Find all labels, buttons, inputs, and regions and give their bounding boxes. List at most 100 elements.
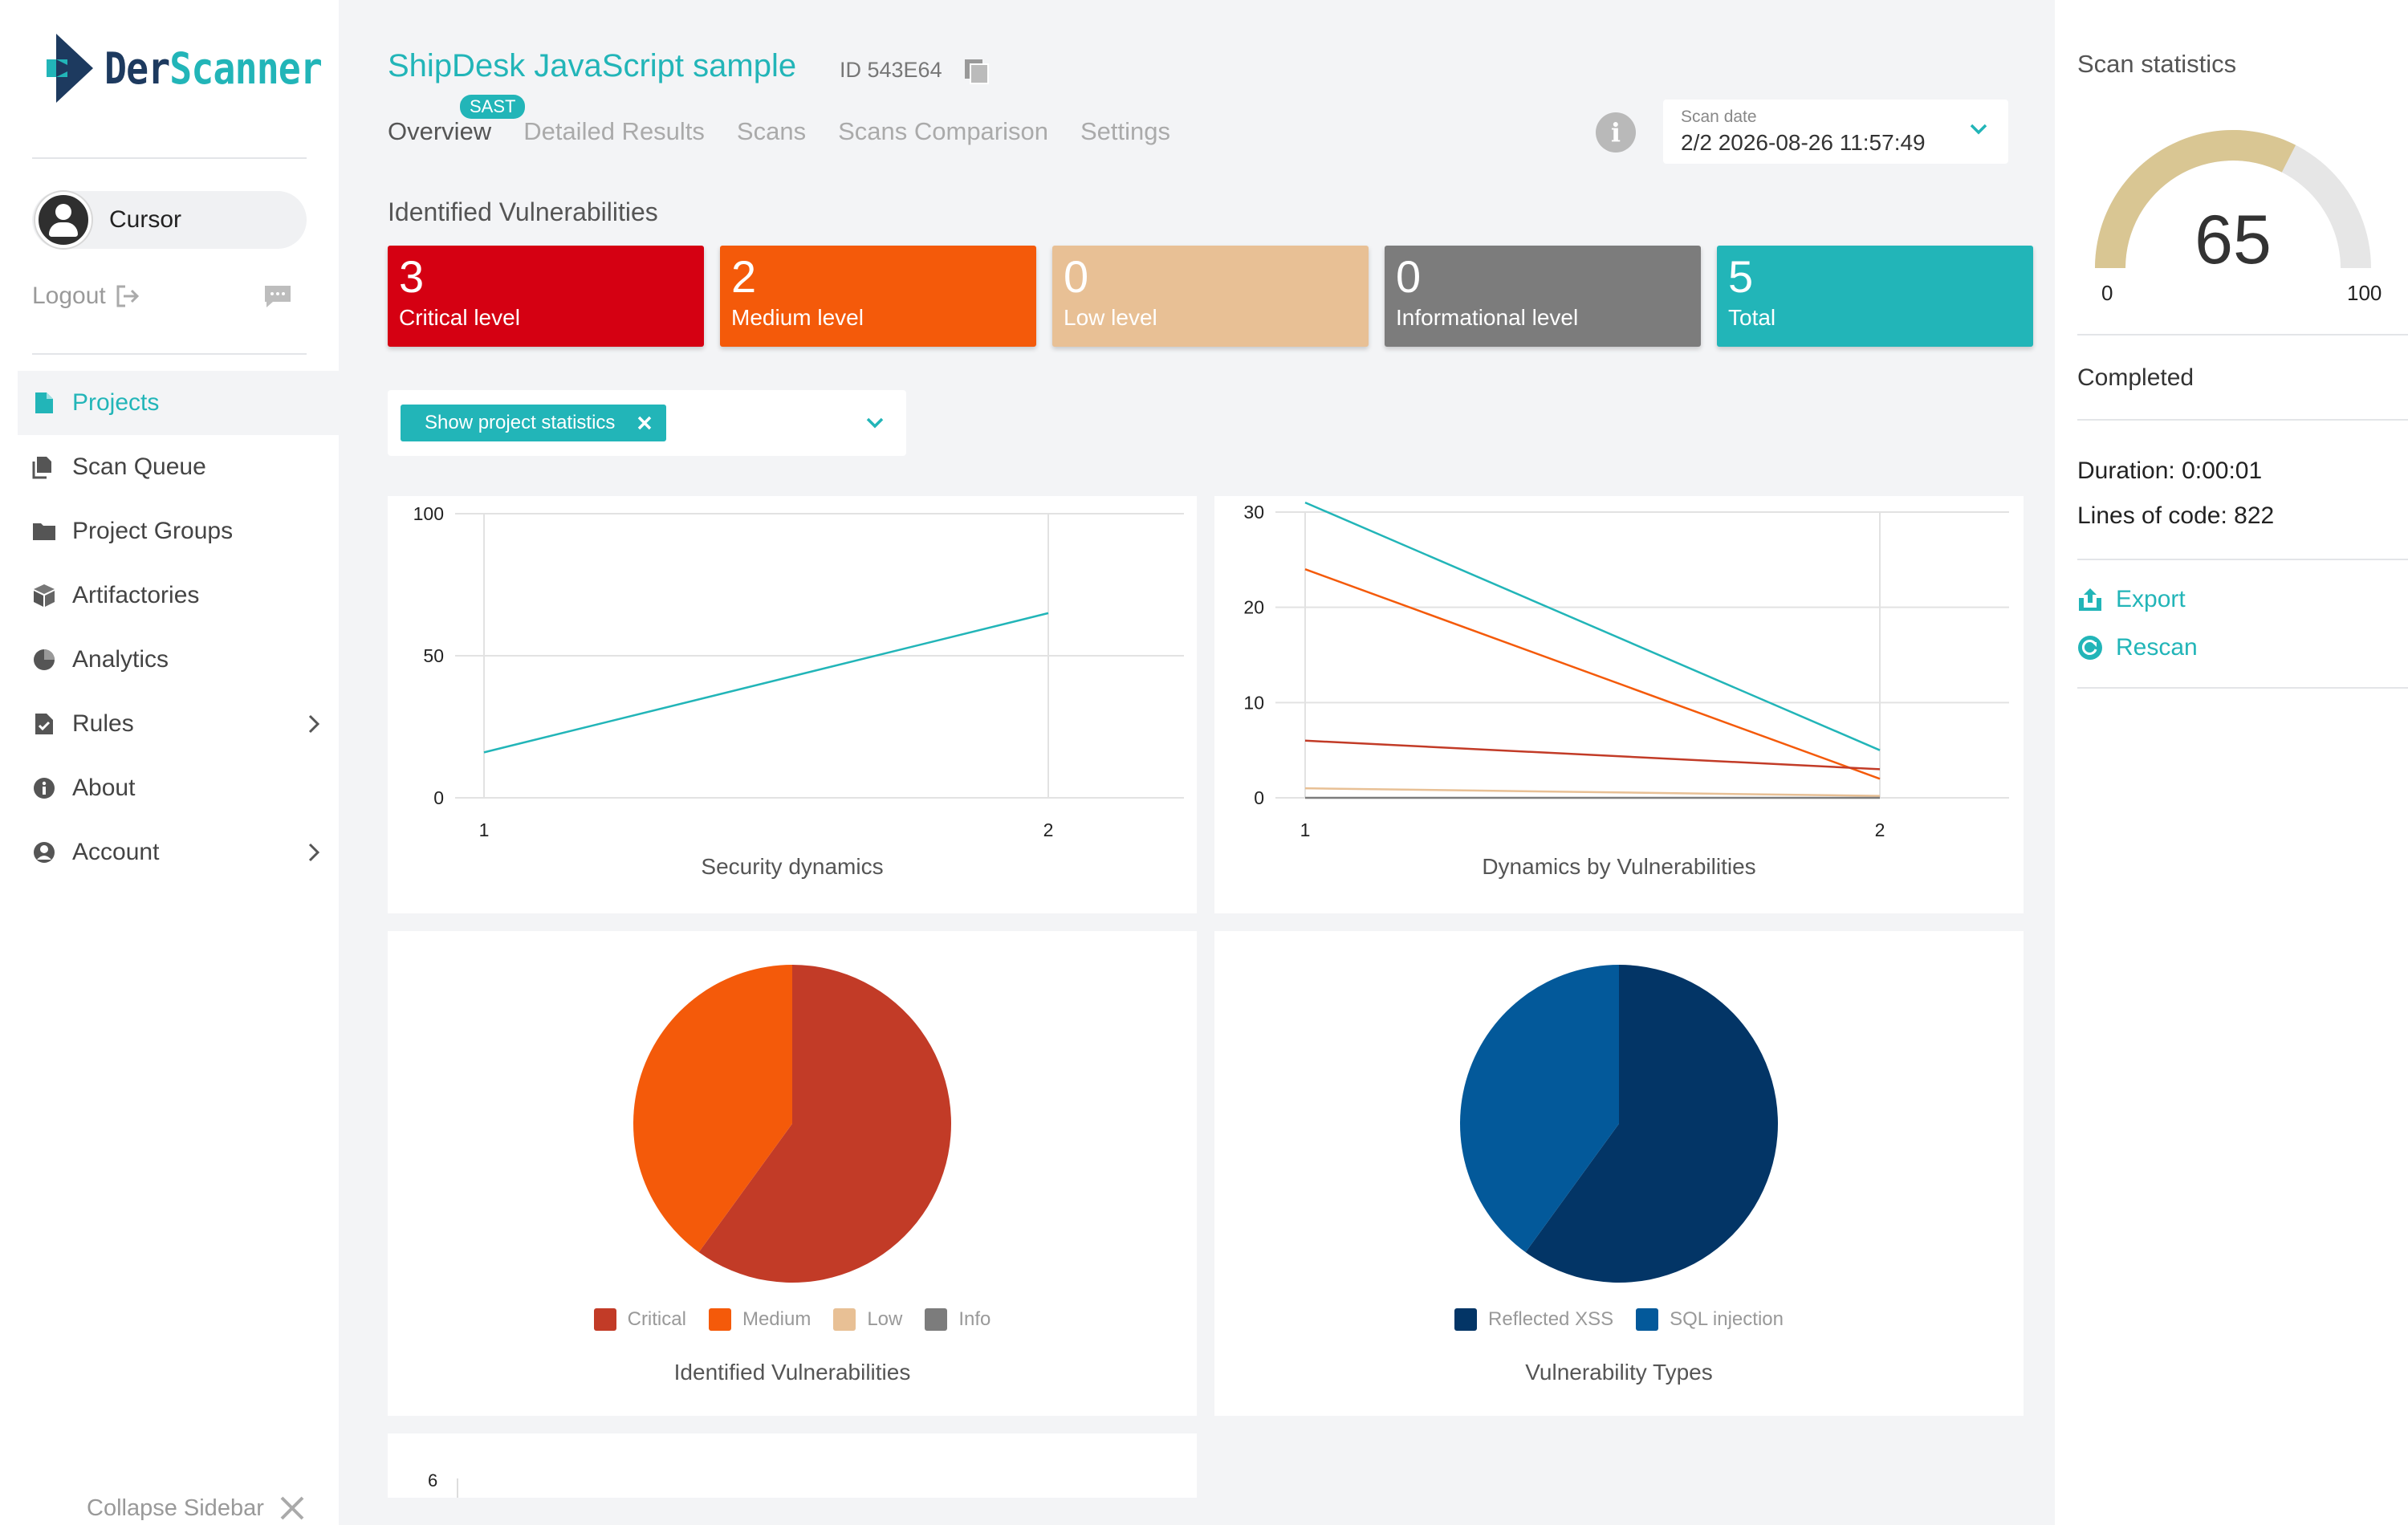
gauge-fill xyxy=(2095,129,2296,268)
sidebar-item-label: Scan Queue xyxy=(72,453,206,480)
sidebar-item-analytics[interactable]: Analytics xyxy=(18,628,339,692)
critical-card[interactable]: 3 Critical level xyxy=(388,246,704,347)
sidebar-item-account[interactable]: Account xyxy=(18,820,339,885)
sidebar-item-label: Projects xyxy=(72,389,160,416)
pie-slice-reflected-xss[interactable] xyxy=(1525,965,1778,1283)
panel-title: Security dynamics xyxy=(701,854,884,879)
pie-icon xyxy=(32,648,56,672)
sidebar-divider xyxy=(32,157,307,159)
legend-critical[interactable]: Critical xyxy=(593,1308,686,1331)
tab-settings[interactable]: Settings xyxy=(1080,117,1170,146)
axis-tick-label: 6 xyxy=(428,1470,438,1490)
user-pill[interactable]: Cursor xyxy=(32,191,307,249)
vulnerability-types-panel: Reflected XSS SQL injection Vulnerabilit… xyxy=(1214,931,2024,1416)
series-line-3[interactable] xyxy=(1304,787,1881,797)
legend-reflected-xss[interactable]: Reflected XSS xyxy=(1454,1308,1613,1331)
tab-scans-comparison[interactable]: Scans Comparison xyxy=(838,117,1048,146)
chevron-right-icon xyxy=(308,843,319,862)
sidebar-item-artifactories[interactable]: Artifactories xyxy=(18,563,339,628)
info-button[interactable]: i xyxy=(1596,112,1636,152)
tab-bar: SAST Overview Detailed Results Scans Sca… xyxy=(388,95,1202,146)
divider xyxy=(2077,334,2408,336)
project-statistics-select[interactable]: Show project statistics xyxy=(388,390,906,456)
sidebar-item-label: Analytics xyxy=(72,646,169,673)
sidebar-item-about[interactable]: About xyxy=(18,756,339,820)
tab-label: Overview xyxy=(388,117,492,145)
legend-sql-injection[interactable]: SQL injection xyxy=(1636,1308,1784,1331)
logout-link[interactable]: Logout xyxy=(32,283,140,310)
page-title: ShipDesk JavaScript sample xyxy=(388,48,797,83)
legend-swatch xyxy=(1636,1308,1659,1331)
vulnerabilities-section-title: Identified Vulnerabilities xyxy=(388,197,658,226)
pie-slice-sql-injection[interactable] xyxy=(1460,965,1619,1253)
sidebar-item-projects[interactable]: Projects xyxy=(18,371,339,435)
vulnerability-cards: 3 Critical level 2 Medium level 0 Low le… xyxy=(388,246,2049,347)
chevron-right-icon xyxy=(308,714,319,734)
y-tick-label: 0 xyxy=(433,787,444,808)
series-line-2[interactable] xyxy=(1304,739,1881,771)
pie-slice-medium[interactable] xyxy=(633,965,792,1253)
sidebar-nav: Projects Scan Queue Project Groups Artif… xyxy=(18,371,339,885)
file-icon xyxy=(32,391,56,415)
sidebar-item-rules[interactable]: Rules xyxy=(18,692,339,756)
sidebar-item-label: Account xyxy=(72,839,160,865)
dynamics-by-vulnerabilities-panel: 0 10 20 30 1 2 Dynamics by Vulnerabilities xyxy=(1214,496,2024,913)
medium-card[interactable]: 2 Medium level xyxy=(720,246,1036,347)
tab-overview[interactable]: SAST Overview xyxy=(388,95,526,146)
logout-icon xyxy=(116,285,139,307)
identified-vulnerabilities-pie xyxy=(633,965,951,1283)
x-tick-label: 1 xyxy=(1300,819,1311,840)
scan-statistics-panel: Scan statistics 65 0 100 Completed Durat… xyxy=(2055,0,2408,1525)
low-card[interactable]: 0 Low level xyxy=(1052,246,1369,347)
card-count: 3 xyxy=(399,251,425,302)
tab-scans[interactable]: Scans xyxy=(737,117,806,146)
brand-logo[interactable]: DerScanner xyxy=(45,32,357,104)
tab-detailed-results[interactable]: Detailed Results xyxy=(523,117,705,146)
divider xyxy=(2077,559,2408,560)
panel-title: Identified Vulnerabilities xyxy=(673,1360,911,1385)
y-tick-label: 20 xyxy=(1243,597,1264,618)
legend-label: Low xyxy=(867,1308,903,1330)
legend-swatch xyxy=(1454,1308,1478,1331)
legend-label: Medium xyxy=(742,1308,811,1330)
scan-queue-icon xyxy=(32,455,56,479)
panel-title: Dynamics by Vulnerabilities xyxy=(1482,854,1756,879)
card-label: Total xyxy=(1728,305,1776,330)
card-label: Informational level xyxy=(1396,305,1579,330)
brand-name-part2: Scanner xyxy=(169,43,323,94)
scan-date-select[interactable]: Scan date 2/2 2026-08-26 11:57:49 xyxy=(1663,100,2008,164)
series-line-0[interactable] xyxy=(483,612,1049,754)
export-icon xyxy=(2079,588,2101,611)
total-card[interactable]: 5 Total xyxy=(1717,246,2033,347)
close-icon[interactable] xyxy=(637,416,652,430)
informational-card[interactable]: 0 Informational level xyxy=(1385,246,1701,347)
legend-label: SQL injection xyxy=(1670,1308,1784,1330)
series-line-0[interactable] xyxy=(1304,501,1881,751)
legend-info[interactable]: Info xyxy=(925,1308,990,1331)
x-tick-label: 2 xyxy=(1043,819,1054,840)
statistics-chip[interactable]: Show project statistics xyxy=(401,405,667,441)
chat-icon[interactable] xyxy=(263,284,292,308)
legend-low[interactable]: Low xyxy=(833,1308,902,1331)
x-tick-label: 1 xyxy=(479,819,490,840)
legend-swatch xyxy=(708,1308,731,1331)
series-line-1[interactable] xyxy=(1304,568,1881,780)
sidebar-item-project-groups[interactable]: Project Groups xyxy=(18,499,339,563)
copy-icon[interactable] xyxy=(963,58,990,85)
collapse-sidebar-button[interactable]: Collapse Sidebar xyxy=(87,1494,306,1522)
lines-of-code: Lines of code: 822 xyxy=(2077,502,2275,529)
pie-legend: Reflected XSS SQL injection xyxy=(1214,1308,2024,1331)
scan-date-value: 2/2 2026-08-26 11:57:49 xyxy=(1681,130,1926,155)
export-button[interactable]: Export xyxy=(2077,586,2186,613)
identified-vulnerabilities-panel: Critical Medium Low Info Identified Vuln… xyxy=(388,931,1197,1416)
scan-status: Completed xyxy=(2077,364,2194,391)
score-value: 65 xyxy=(2194,201,2272,279)
legend-medium[interactable]: Medium xyxy=(708,1308,811,1331)
pie-slice-critical[interactable] xyxy=(698,965,951,1283)
pie-legend: Critical Medium Low Info xyxy=(388,1308,1197,1331)
user-name: Cursor xyxy=(109,206,182,233)
rescan-button[interactable]: Rescan xyxy=(2077,634,2198,661)
sidebar-item-scan-queue[interactable]: Scan Queue xyxy=(18,435,339,499)
card-label: Low level xyxy=(1064,305,1157,330)
rescan-label: Rescan xyxy=(2116,634,2198,661)
